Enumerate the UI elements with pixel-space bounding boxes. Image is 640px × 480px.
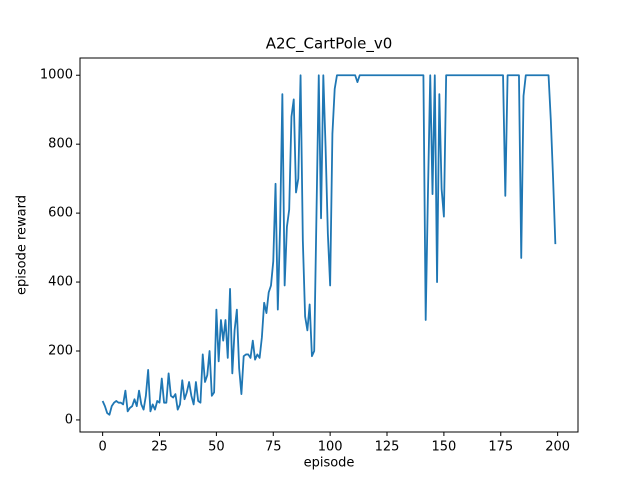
plot-frame: [79, 57, 579, 433]
y-tick-label: 800: [48, 137, 73, 152]
chart-title: A2C_CartPole_v0: [266, 35, 393, 54]
x-tick-label: 25: [151, 440, 168, 455]
y-axis-label: episode reward: [15, 195, 30, 295]
y-tick-label: 1000: [40, 68, 73, 83]
x-tick-label: 0: [98, 440, 106, 455]
x-axis-label: episode: [304, 456, 355, 471]
x-tick-label: 100: [318, 440, 343, 455]
x-tick-label: 200: [545, 440, 570, 455]
y-tick-label: 0: [65, 412, 73, 427]
y-tick-label: 400: [48, 275, 73, 290]
y-tick-label: 200: [48, 343, 73, 358]
x-tick-label: 125: [375, 440, 400, 455]
x-tick-label: 175: [488, 440, 513, 455]
data-line: [101, 74, 557, 416]
y-tick-label: 600: [48, 206, 73, 221]
x-tick-label: 75: [265, 440, 282, 455]
x-tick-label: 150: [431, 440, 456, 455]
x-tick-label: 50: [208, 440, 225, 455]
